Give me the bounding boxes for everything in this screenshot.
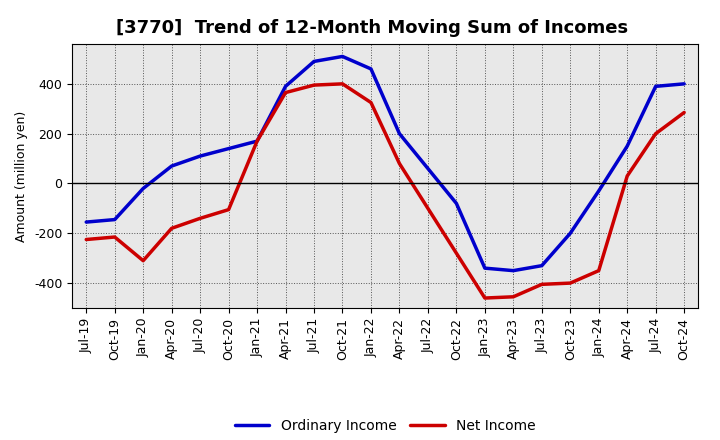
Ordinary Income — [282, 84, 290, 89]
Text: [3770]  Trend of 12-Month Moving Sum of Incomes: [3770] Trend of 12-Month Moving Sum of I… — [116, 19, 628, 37]
Net Income — [395, 161, 404, 166]
Ordinary Income — [196, 154, 204, 159]
Ordinary Income — [623, 143, 631, 149]
Ordinary Income — [82, 220, 91, 225]
Ordinary Income — [338, 54, 347, 59]
Ordinary Income — [253, 139, 261, 144]
Ordinary Income — [537, 263, 546, 268]
Net Income — [623, 173, 631, 179]
Net Income — [82, 237, 91, 242]
Ordinary Income — [509, 268, 518, 273]
Ordinary Income — [452, 201, 461, 206]
Ordinary Income — [566, 231, 575, 236]
Net Income — [253, 139, 261, 144]
Ordinary Income — [225, 146, 233, 151]
Net Income — [652, 131, 660, 136]
Net Income — [366, 100, 375, 105]
Ordinary Income — [139, 186, 148, 191]
Ordinary Income — [423, 166, 432, 171]
Net Income — [110, 235, 119, 240]
Ordinary Income — [652, 84, 660, 89]
Ordinary Income — [595, 188, 603, 194]
Net Income — [680, 110, 688, 115]
Legend: Ordinary Income, Net Income: Ordinary Income, Net Income — [229, 413, 541, 438]
Net Income — [595, 268, 603, 273]
Line: Ordinary Income: Ordinary Income — [86, 56, 684, 271]
Ordinary Income — [395, 131, 404, 136]
Ordinary Income — [680, 81, 688, 87]
Ordinary Income — [366, 66, 375, 72]
Net Income — [310, 82, 318, 88]
Net Income — [509, 294, 518, 300]
Net Income — [139, 258, 148, 263]
Ordinary Income — [110, 217, 119, 222]
Net Income — [566, 280, 575, 286]
Net Income — [480, 295, 489, 301]
Net Income — [282, 90, 290, 95]
Net Income — [196, 216, 204, 221]
Ordinary Income — [310, 59, 318, 64]
Y-axis label: Amount (million yen): Amount (million yen) — [15, 110, 28, 242]
Net Income — [338, 81, 347, 87]
Net Income — [225, 207, 233, 212]
Ordinary Income — [480, 265, 489, 271]
Net Income — [537, 282, 546, 287]
Ordinary Income — [167, 163, 176, 169]
Net Income — [452, 250, 461, 256]
Line: Net Income: Net Income — [86, 84, 684, 298]
Net Income — [167, 226, 176, 231]
Net Income — [423, 206, 432, 211]
